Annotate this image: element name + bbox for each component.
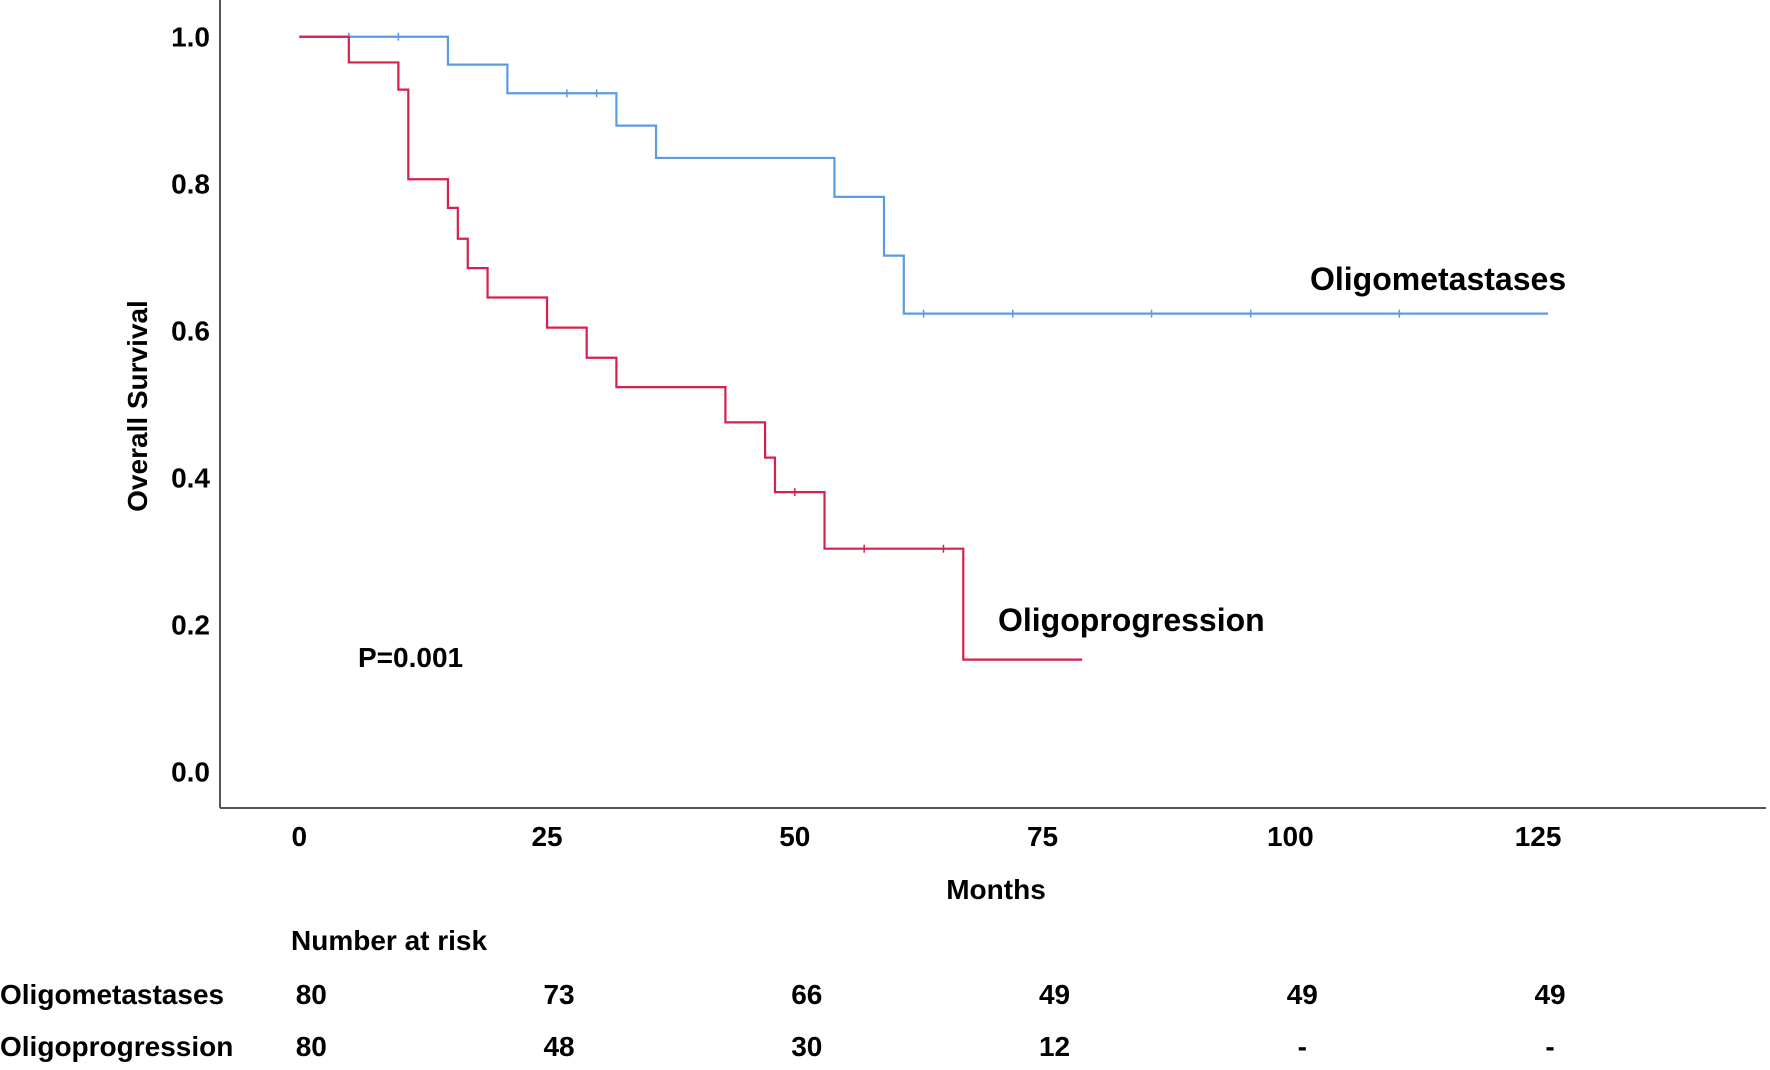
x-axis-label: Months <box>946 874 1046 905</box>
risk-cell: 49 <box>1287 979 1318 1010</box>
series-line-oligoprogression <box>299 35 1083 661</box>
risk-cell: 12 <box>1039 1031 1070 1062</box>
risk-cell: 48 <box>543 1031 574 1062</box>
risk-row-label: Oligoprogression <box>0 1031 233 1062</box>
risk-cell: - <box>1298 1031 1307 1062</box>
risk-row-label: Oligometastases <box>0 979 224 1010</box>
y-tick-labels: 0.0 0.2 0.4 0.6 0.8 1.0 <box>171 22 210 788</box>
x-tick-label: 100 <box>1267 821 1314 852</box>
series-label-oligometastases: Oligometastases <box>1310 261 1566 297</box>
risk-cell: - <box>1545 1031 1554 1062</box>
x-tick-label: 0 <box>291 821 307 852</box>
risk-cell: 80 <box>296 979 327 1010</box>
y-tick-label: 0.8 <box>171 169 210 200</box>
series-lines <box>299 32 1548 661</box>
x-tick-label: 50 <box>779 821 810 852</box>
risk-cell: 73 <box>543 979 574 1010</box>
series-line-oligometastases <box>299 35 1548 315</box>
y-tick-label: 1.0 <box>171 22 210 53</box>
x-tick-labels: 0 25 50 75 100 125 <box>291 821 1561 852</box>
risk-table-title: Number at risk <box>291 925 487 956</box>
y-tick-label: 0.6 <box>171 316 210 347</box>
risk-cell: 80 <box>296 1031 327 1062</box>
y-tick-label: 0.2 <box>171 609 210 640</box>
risk-cell: 49 <box>1039 979 1070 1010</box>
y-tick-label: 0.4 <box>171 462 210 493</box>
y-axis-label: Overall Survival <box>122 300 153 512</box>
x-tick-label: 25 <box>531 821 562 852</box>
y-tick-label: 0.0 <box>171 756 210 787</box>
risk-cell: 30 <box>791 1031 822 1062</box>
x-tick-label: 125 <box>1515 821 1562 852</box>
x-tick-label: 75 <box>1027 821 1058 852</box>
risk-table: Oligometastases 80 73 66 49 49 49 Oligoprogress… <box>0 979 1566 1062</box>
series-label-oligoprogression: Oligoprogression <box>998 602 1265 638</box>
risk-cell: 66 <box>791 979 822 1010</box>
p-value-annotation: P=0.001 <box>358 642 463 673</box>
risk-cell: 49 <box>1534 979 1565 1010</box>
